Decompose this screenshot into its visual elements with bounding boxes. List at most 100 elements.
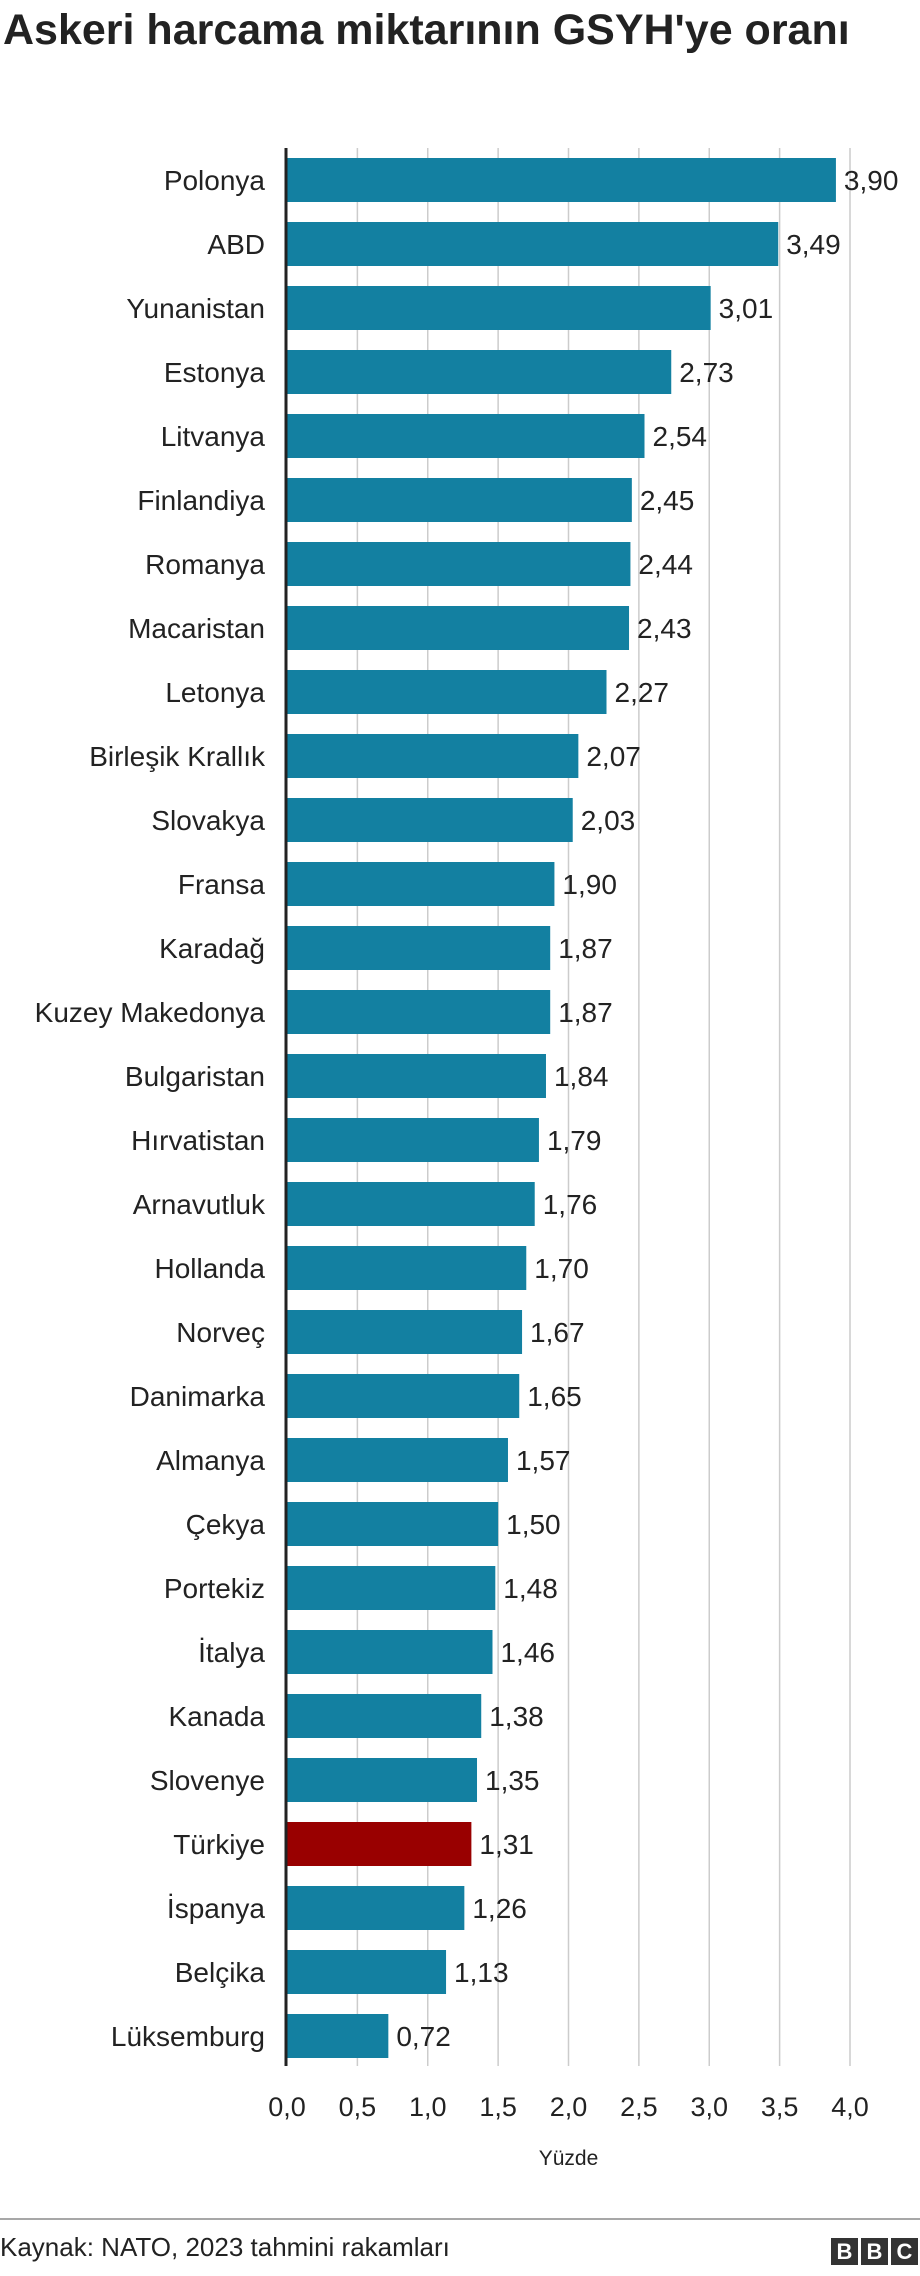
bar <box>287 1566 496 1610</box>
category-label: Yunanistan <box>126 293 265 324</box>
bar <box>287 926 551 970</box>
x-tick-label: 2,5 <box>620 2092 658 2122</box>
value-label: 1,13 <box>454 1957 509 1988</box>
bar <box>287 606 630 650</box>
value-label: 1,79 <box>547 1125 602 1156</box>
bar <box>287 1438 508 1482</box>
bar <box>287 414 645 458</box>
bar <box>287 542 631 586</box>
bar <box>287 1694 482 1738</box>
value-label: 1,76 <box>543 1189 598 1220</box>
category-label: Estonya <box>164 357 266 388</box>
bar <box>287 1310 523 1354</box>
category-label: Hollanda <box>154 1253 265 1284</box>
footer-divider <box>0 2218 920 2220</box>
bbc-logo-letter: C <box>891 2238 918 2265</box>
bar <box>287 1822 472 1866</box>
category-label: ABD <box>207 229 265 260</box>
category-label: Finlandiya <box>137 485 265 516</box>
value-label: 3,49 <box>786 229 841 260</box>
category-label: Karadağ <box>159 933 265 964</box>
value-label: 1,48 <box>503 1573 558 1604</box>
bar <box>287 1630 493 1674</box>
bar <box>287 1118 539 1162</box>
bar <box>287 1246 527 1290</box>
value-label: 1,84 <box>554 1061 609 1092</box>
value-label: 1,35 <box>485 1765 540 1796</box>
bar <box>287 350 672 394</box>
bar <box>287 478 632 522</box>
category-label: Portekiz <box>164 1573 265 1604</box>
category-label: Slovenye <box>150 1765 265 1796</box>
category-label: Macaristan <box>128 613 265 644</box>
bar <box>287 1054 546 1098</box>
bar <box>287 1502 499 1546</box>
bar <box>287 1886 465 1930</box>
category-label: Hırvatistan <box>131 1125 265 1156</box>
bbc-logo-letter: B <box>831 2238 858 2265</box>
category-label: Almanya <box>156 1445 265 1476</box>
chart-title: Askeri harcama miktarının GSYH'ye oranı <box>3 6 850 54</box>
value-label: 1,57 <box>516 1445 571 1476</box>
bar <box>287 862 555 906</box>
x-tick-label: 4,0 <box>831 2092 869 2122</box>
value-label: 1,50 <box>506 1509 561 1540</box>
category-label: Fransa <box>178 869 266 900</box>
category-label: İtalya <box>198 1637 265 1668</box>
value-label: 1,38 <box>489 1701 544 1732</box>
value-label: 0,72 <box>396 2021 451 2052</box>
bar <box>287 222 779 266</box>
gridlines <box>356 148 851 2066</box>
category-label: Birleşik Krallık <box>89 741 266 772</box>
bbc-logo: B B C <box>831 2238 918 2265</box>
value-label: 1,31 <box>479 1829 534 1860</box>
value-label: 1,87 <box>558 997 613 1028</box>
category-label: Polonya <box>164 165 266 196</box>
value-label: 3,01 <box>719 293 774 324</box>
value-label: 1,46 <box>500 1637 555 1668</box>
category-label: Lüksemburg <box>111 2021 265 2052</box>
category-label: Letonya <box>165 677 265 708</box>
value-label: 2,07 <box>586 741 641 772</box>
bbc-logo-letter: B <box>861 2238 888 2265</box>
bar <box>287 2014 389 2058</box>
bar <box>287 1950 447 1994</box>
category-label: Bulgaristan <box>125 1061 265 1092</box>
x-tick-label: 3,5 <box>761 2092 799 2122</box>
category-label: Litvanya <box>161 421 266 452</box>
value-label: 1,70 <box>534 1253 589 1284</box>
category-label: Slovakya <box>151 805 265 836</box>
category-label: Kanada <box>168 1701 265 1732</box>
value-label: 3,90 <box>844 165 899 196</box>
value-label: 2,27 <box>615 677 670 708</box>
x-tick-label: 1,5 <box>479 2092 517 2122</box>
category-label: Türkiye <box>173 1829 265 1860</box>
x-tick-label: 2,0 <box>550 2092 588 2122</box>
value-label: 1,67 <box>530 1317 585 1348</box>
x-tick-label: 0,0 <box>268 2092 306 2122</box>
value-label: 2,54 <box>653 421 708 452</box>
category-label: Çekya <box>186 1509 266 1540</box>
x-axis-ticks: 0,0 0,5 1,0 1,5 2,0 2,5 3,0 3,5 4,0 <box>268 2092 869 2122</box>
value-label: 2,03 <box>581 805 636 836</box>
value-label: 1,26 <box>472 1893 526 1924</box>
bar <box>287 158 836 202</box>
value-label: 1,90 <box>562 869 617 900</box>
value-label: 1,65 <box>527 1381 582 1412</box>
bar <box>287 798 573 842</box>
bar <box>287 670 607 714</box>
x-axis-label: Yüzde <box>539 2147 599 2170</box>
x-tick-label: 0,5 <box>339 2092 377 2122</box>
bar <box>287 734 579 778</box>
source-note: Kaynak: NATO, 2023 tahmini rakamları <box>0 2232 450 2262</box>
bar <box>287 286 711 330</box>
x-tick-label: 1,0 <box>409 2092 447 2122</box>
bar <box>287 990 551 1034</box>
value-labels: 3,90 3,49 3,01 2,73 2,54 2,45 2,44 2,43 2,27 2,07… <box>396 165 898 2052</box>
value-label: 2,73 <box>679 357 734 388</box>
value-label: 2,45 <box>640 485 695 516</box>
bar-chart: Polonya ABD Yunanistan Estonya Litvanya Finla… <box>35 148 898 2170</box>
x-tick-label: 3,0 <box>690 2092 728 2122</box>
bar <box>287 1374 520 1418</box>
category-label: Kuzey Makedonya <box>35 997 266 1028</box>
